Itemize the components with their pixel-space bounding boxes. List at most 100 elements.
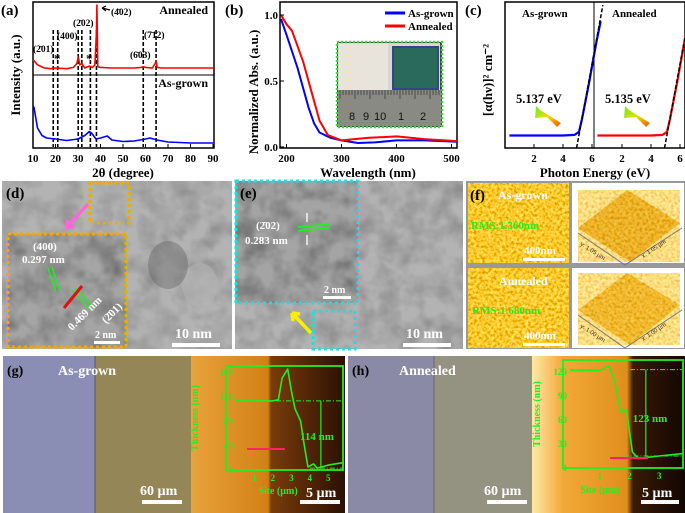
y-axis-title: [α(hν)]² cm⁻² [480,44,495,116]
lattice-fringe-lines [297,223,330,232]
peak-label: (4̄02) [111,7,132,18]
y-tick-label: 90 [558,391,568,401]
x-tick-label: 2 [627,471,632,481]
profile-line [236,368,344,470]
band-gap-as-grown: 5.137 eV [516,92,562,106]
scale-bar [172,343,220,347]
peak-label: (2̄02) [73,18,94,29]
panel-label: (a) [1,3,19,19]
legend: As-grown Annealed [385,8,454,33]
reference-dashes [52,30,157,147]
x-tick-label: 1 [597,471,602,481]
axis-ticks: 200 300 400 500 0.0 0.5 1.0 [264,10,460,165]
panel-label: (g) [7,364,24,379]
scale-bar [641,500,679,504]
inset-photo: 8 9 10 1 2 [335,40,444,129]
optical-film [95,356,191,513]
x-tick-label: 50 [118,153,130,165]
peak-label: (2̄01) [33,44,54,55]
scale-bar [403,343,451,347]
x-tick-label: 2 [531,153,537,165]
scale-bar [487,500,527,504]
y-tick-label: 60 [558,415,568,425]
x-tick-label: 2 [619,153,625,165]
x-tick-label: 400 [388,153,405,165]
y-axis-title: Normalized Abs. (a.u.) [246,30,261,155]
x-tick-label: 300 [333,153,350,165]
scale-label: 10 nm [175,327,212,342]
peak-labels: (2̄01) * (400) (2̄02) * (4̄02) (6̄03) (7… [33,7,165,66]
panel-b: (b) 8 9 10 1 2 200 300 400 500 0.0 0.5 1.0 As-… [225,1,460,180]
series-as-grown [280,18,458,144]
inset-border [6,232,128,349]
ruler-digit: 10 [374,111,386,123]
x-axis-title: Wavelength (nm) [320,165,416,180]
x-axis-title: Site (µm) [258,486,297,497]
x-tick-label: 2 [271,473,276,483]
x-tick-label: 90 [208,153,220,165]
x-tick-label: 6 [589,153,595,165]
ruler-digit: 1 [398,111,404,123]
panel-label: (c) [465,3,482,19]
y-axis-title: Thickness (nm) [532,381,543,447]
thickness-profile: 0 30 60 90 120 1 2 3 [554,364,684,481]
left-title: As-grown [522,8,568,20]
annealed-label: Annealed [159,3,208,17]
panel-label: (h) [352,364,369,379]
d-spacing-400: 0.297 nm [22,254,65,266]
x-tick-label: 4 [560,153,566,165]
optical-film [434,356,532,513]
optical-substrate [3,356,95,513]
step-height: 114 nm [300,431,334,443]
hrtem-texture [236,181,358,303]
profile-frame [562,359,684,469]
as-grown-label: As-grown [158,76,208,90]
x-tick-label: 30 [73,153,85,165]
panel-a: (a) 10 20 30 40 50 60 70 80 90 Annealed As-grown… [1,1,220,180]
panel-label: (f) [470,188,485,204]
inset-scale-bar [94,341,120,344]
y-tick-label: 0.5 [264,76,278,88]
sample-title: Annealed [399,364,456,379]
x-tick-label: 20 [50,153,62,165]
panel-g: 0 40 80 120 160 1 2 3 4 5 (g) As-grown 114 nm Thi… [3,356,345,513]
band-gap-annealed: 5.135 eV [605,92,651,106]
scale-label-afm: 5 µm [642,486,673,501]
inset-border [234,179,360,305]
afm-3d-texture [578,273,680,345]
y-tick-label: 160 [220,367,234,377]
x-tick-label: 80 [185,153,197,165]
as-grown-title: As-grown [498,188,548,202]
peak-label: (6̄03) [130,50,151,61]
inset-border [335,40,444,129]
x-tick-label: 60 [140,153,152,165]
x-tick-label: 1 [252,473,257,483]
peak-label: (7̄12) [144,30,165,41]
gradient-arrow-icon [624,106,650,127]
inset-scale-label: 2 nm [95,330,117,341]
afm-3d-texture [578,190,680,262]
series-as-grown [509,20,602,137]
x-tick-label: 4 [308,473,313,483]
zoom-region [311,309,357,351]
scale-label: 10 nm [406,327,443,342]
profile-frame [225,365,344,471]
panel-label: (d) [6,186,24,202]
gradient-arrow-icon [535,106,561,127]
x-ticks: 10 20 30 40 50 60 70 80 90 [28,144,220,165]
profile-line [570,364,684,460]
scale-label: 400nm [524,245,556,257]
ruler-digit: 9 [363,111,369,123]
lattice-fringe-lines [47,266,61,293]
reference-substrate [338,43,388,90]
y-tick-label: 0 [563,463,568,473]
linear-fit-extrapolation [663,32,685,149]
grain [182,263,218,307]
thickness-profile: 0 40 80 120 160 1 2 3 4 5 [220,367,344,483]
y-tick-label: 0 [229,465,234,475]
x-tick-label: 6 [677,153,683,165]
peak-label: * [54,51,61,66]
legend-label: Annealed [408,21,453,33]
x-tick-label: 70 [163,153,175,165]
annealed-title: Annealed [499,274,548,288]
